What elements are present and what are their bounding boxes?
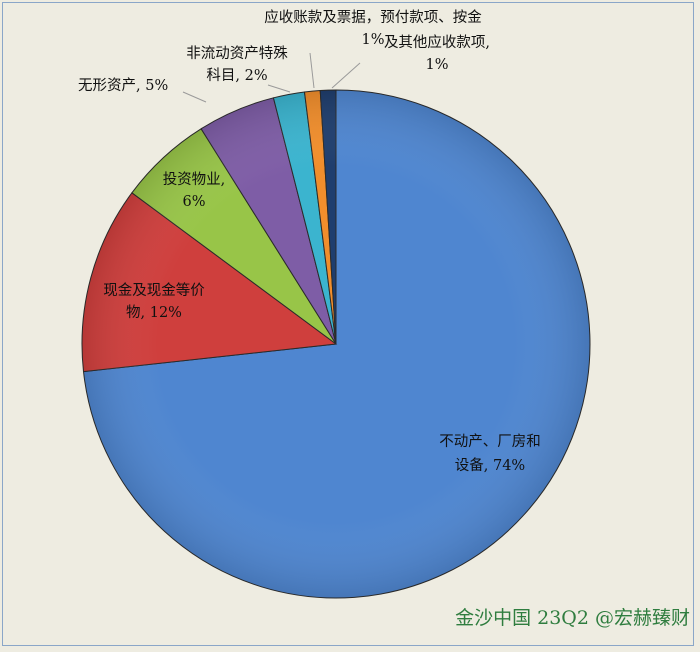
leader-line	[267, 84, 291, 93]
slice-label: 无形资产, 5%	[78, 77, 168, 94]
slice-label: 非流动资产特殊科目, 2%	[186, 45, 288, 84]
slice-label: 及其他应收款项, 1%	[384, 33, 490, 73]
pie-shading	[82, 90, 590, 598]
watermark: 金沙中国 23Q2 @宏赫臻财	[455, 607, 690, 629]
leader-line	[182, 91, 207, 103]
leader-line	[309, 52, 315, 89]
slice-label: 现金及现金等价物, 12%	[103, 281, 205, 321]
slice-label: 应收账款及票据，预付款项、按金 1%	[264, 8, 482, 48]
leader-line	[331, 62, 361, 89]
slice-label: 不动产、厂房和设备, 74%	[439, 433, 541, 474]
slice-label: 投资物业, 6%	[163, 171, 226, 210]
chart-frame	[2, 2, 694, 646]
